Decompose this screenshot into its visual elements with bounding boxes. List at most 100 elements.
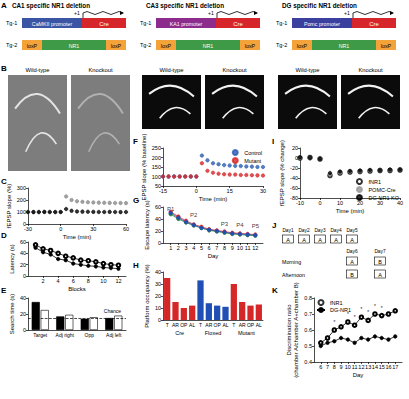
svg-text:OP: OP [214, 322, 222, 328]
svg-text:6: 6 [208, 245, 211, 251]
svg-text:+1: +1 [344, 10, 350, 16]
svg-text:*: * [333, 319, 336, 325]
svg-text:20: 20 [20, 262, 26, 268]
svg-text:(chamber A/chamber A+chamber B: (chamber A/chamber A+chamber B) [293, 282, 299, 378]
svg-text:*: * [367, 309, 370, 315]
svg-text:14: 14 [372, 364, 378, 370]
svg-text:12: 12 [115, 278, 121, 284]
svg-text:12: 12 [252, 245, 258, 251]
svg-text:T: T [166, 322, 169, 328]
svg-text:DG specific NR1 deletion: DG specific NR1 deletion [282, 2, 357, 10]
svg-text:Cre: Cre [99, 21, 109, 27]
svg-text:Tg-2: Tg-2 [276, 42, 287, 48]
svg-text:H: H [133, 261, 139, 270]
svg-text:Platform occupancy (%): Platform occupancy (%) [144, 264, 150, 328]
svg-text:10: 10 [155, 305, 161, 311]
svg-text:Knockout: Knockout [88, 67, 113, 73]
svg-text:AL: AL [189, 322, 195, 328]
svg-text:0.5: 0.5 [304, 343, 312, 349]
svg-text:Day1: Day1 [282, 228, 294, 233]
svg-text:0.6: 0.6 [304, 327, 312, 333]
svg-text:fEPSP slope (% change): fEPSP slope (% change) [279, 140, 285, 206]
svg-text:AR: AR [239, 322, 246, 328]
svg-text:Opp: Opp [85, 332, 95, 338]
svg-text:A: A [318, 237, 322, 243]
svg-text:fNR1: fNR1 [330, 300, 343, 306]
svg-text:F: F [133, 137, 138, 146]
svg-text:300: 300 [17, 185, 26, 191]
svg-text:40: 40 [20, 250, 26, 256]
svg-text:3: 3 [185, 245, 188, 251]
svg-text:Blocks: Blocks [68, 286, 86, 292]
svg-text:B: B [1, 64, 7, 73]
svg-text:Day4: Day4 [330, 228, 342, 233]
svg-text:A: A [350, 237, 354, 243]
svg-text:10: 10 [237, 245, 243, 251]
svg-text:15: 15 [227, 188, 233, 194]
svg-text:loxP: loxP [111, 43, 122, 49]
svg-text:POMC-Cre: POMC-Cre [368, 187, 395, 193]
svg-text:loxP: loxP [297, 43, 308, 49]
svg-text:-30: -30 [24, 226, 32, 232]
svg-text:K: K [272, 286, 278, 295]
svg-text:*: * [374, 303, 377, 309]
svg-text:E: E [1, 286, 7, 295]
svg-text:7: 7 [326, 364, 329, 370]
svg-text:60: 60 [155, 204, 161, 210]
svg-text:250: 250 [152, 145, 161, 151]
svg-text:*: * [353, 314, 356, 320]
svg-text:Control: Control [244, 150, 262, 156]
svg-text:Chance: Chance [104, 308, 121, 314]
svg-text:40: 40 [397, 200, 403, 206]
svg-text:OP: OP [247, 322, 255, 328]
svg-text:Day7: Day7 [374, 249, 386, 254]
svg-text:Knockout: Knockout [222, 67, 247, 73]
svg-text:A: A [334, 237, 338, 243]
svg-text:60: 60 [20, 239, 26, 245]
svg-text:loxP: loxP [245, 43, 256, 49]
svg-text:1: 1 [169, 245, 172, 251]
svg-text:6: 6 [319, 364, 322, 370]
svg-text:100: 100 [152, 174, 161, 180]
svg-text:A: A [1, 1, 7, 10]
svg-text:7: 7 [215, 245, 218, 251]
svg-text:20: 20 [20, 311, 26, 317]
svg-text:8: 8 [333, 364, 336, 370]
svg-text:NR1: NR1 [339, 43, 350, 49]
svg-text:A: A [378, 272, 382, 278]
svg-text:Wild-type: Wild-type [295, 67, 319, 73]
svg-text:Time (min): Time (min) [199, 196, 227, 202]
svg-text:Time (min): Time (min) [63, 234, 91, 240]
svg-text:40: 40 [155, 216, 161, 222]
svg-text:B: B [378, 259, 382, 265]
svg-text:Adj left: Adj left [106, 332, 122, 338]
svg-text:NR1: NR1 [203, 43, 214, 49]
svg-text:*: * [381, 305, 384, 311]
svg-text:Knockout: Knockout [358, 67, 383, 73]
svg-text:P2: P2 [190, 212, 198, 218]
svg-text:6: 6 [72, 278, 75, 284]
svg-text:40: 40 [20, 295, 26, 301]
svg-text:Day5: Day5 [346, 228, 358, 233]
svg-text:0.7: 0.7 [304, 311, 312, 317]
svg-text:Morning: Morning [282, 259, 301, 265]
svg-text:NR1: NR1 [69, 43, 80, 49]
svg-text:Tg-1: Tg-1 [6, 20, 17, 26]
svg-text:loxP: loxP [161, 43, 172, 49]
svg-text:DG-NR1 KO: DG-NR1 KO [368, 195, 399, 201]
svg-text:Cre: Cre [233, 21, 243, 27]
svg-text:Adj right: Adj right [56, 332, 75, 338]
svg-text:AL: AL [222, 322, 228, 328]
svg-text:KA1 promoter: KA1 promoter [170, 21, 203, 27]
svg-text:17: 17 [392, 364, 398, 370]
svg-text:Latency (s): Latency (s) [9, 244, 15, 274]
svg-text:10: 10 [100, 278, 106, 284]
svg-text:0: 0 [318, 200, 321, 206]
svg-text:16: 16 [385, 364, 391, 370]
svg-text:Time (min): Time (min) [336, 208, 364, 214]
svg-text:13: 13 [365, 364, 371, 370]
svg-text:P3: P3 [221, 221, 229, 227]
svg-text:100: 100 [17, 209, 26, 215]
svg-text:A: A [302, 237, 306, 243]
svg-text:4: 4 [57, 278, 60, 284]
